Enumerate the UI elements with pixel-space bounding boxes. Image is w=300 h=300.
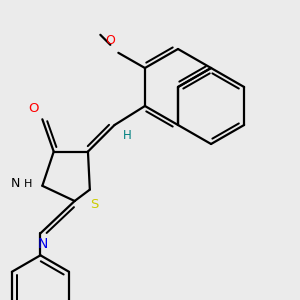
Text: O: O <box>106 34 115 47</box>
Text: N: N <box>37 237 48 251</box>
Text: S: S <box>90 198 98 211</box>
Text: H: H <box>24 179 32 189</box>
Text: H: H <box>122 129 131 142</box>
Text: O: O <box>28 102 38 115</box>
Text: N: N <box>11 177 20 190</box>
